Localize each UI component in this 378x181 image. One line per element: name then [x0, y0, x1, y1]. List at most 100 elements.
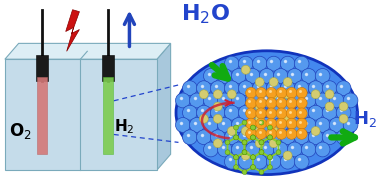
Circle shape — [259, 140, 264, 145]
Circle shape — [214, 139, 222, 148]
Circle shape — [276, 128, 287, 139]
Circle shape — [286, 128, 297, 139]
Circle shape — [294, 105, 309, 120]
Circle shape — [234, 155, 239, 160]
Circle shape — [322, 81, 337, 96]
Circle shape — [183, 130, 197, 145]
Circle shape — [200, 114, 208, 123]
Circle shape — [296, 98, 307, 109]
Circle shape — [242, 150, 247, 155]
Circle shape — [343, 93, 358, 108]
Circle shape — [234, 165, 239, 170]
Circle shape — [225, 130, 239, 145]
Circle shape — [266, 154, 281, 169]
Circle shape — [225, 81, 239, 96]
Circle shape — [286, 108, 297, 119]
Circle shape — [251, 135, 256, 140]
Circle shape — [228, 90, 236, 99]
Circle shape — [259, 117, 274, 132]
Circle shape — [217, 142, 232, 157]
Circle shape — [266, 130, 281, 145]
Circle shape — [280, 130, 295, 145]
Circle shape — [276, 118, 287, 129]
Circle shape — [251, 165, 256, 170]
Circle shape — [242, 150, 247, 155]
Circle shape — [276, 98, 287, 109]
Circle shape — [241, 127, 250, 136]
Circle shape — [251, 155, 256, 160]
Circle shape — [225, 140, 230, 145]
Circle shape — [329, 93, 344, 108]
Circle shape — [246, 108, 256, 119]
Circle shape — [197, 105, 211, 120]
Circle shape — [286, 98, 297, 109]
Circle shape — [336, 81, 351, 96]
Circle shape — [231, 68, 246, 83]
Circle shape — [189, 93, 204, 108]
Circle shape — [245, 68, 260, 83]
Polygon shape — [66, 10, 79, 51]
Circle shape — [276, 87, 287, 98]
Circle shape — [256, 128, 266, 139]
Circle shape — [211, 130, 225, 145]
Circle shape — [280, 154, 295, 169]
Circle shape — [268, 125, 273, 130]
Circle shape — [273, 142, 288, 157]
Circle shape — [234, 135, 239, 140]
Circle shape — [266, 108, 277, 119]
Circle shape — [255, 77, 264, 87]
Circle shape — [231, 142, 246, 157]
Circle shape — [273, 117, 288, 132]
Circle shape — [268, 135, 273, 140]
Circle shape — [315, 68, 330, 83]
Circle shape — [242, 140, 247, 145]
Circle shape — [280, 81, 295, 96]
Circle shape — [259, 93, 274, 108]
Circle shape — [203, 93, 218, 108]
Circle shape — [197, 130, 211, 145]
Circle shape — [266, 118, 277, 129]
Circle shape — [246, 87, 256, 98]
Circle shape — [225, 154, 239, 169]
Text: H$_2$: H$_2$ — [114, 117, 135, 136]
Circle shape — [239, 130, 253, 145]
Circle shape — [251, 155, 256, 160]
Polygon shape — [157, 43, 170, 170]
Circle shape — [294, 130, 309, 145]
Circle shape — [266, 56, 281, 71]
Circle shape — [255, 139, 264, 148]
Circle shape — [251, 165, 256, 170]
Circle shape — [259, 140, 264, 145]
Circle shape — [241, 65, 250, 74]
Circle shape — [175, 93, 190, 108]
Circle shape — [273, 68, 288, 83]
Circle shape — [268, 165, 273, 170]
Circle shape — [276, 108, 287, 119]
Circle shape — [336, 105, 351, 120]
Circle shape — [287, 93, 302, 108]
Circle shape — [322, 130, 337, 145]
Circle shape — [259, 68, 274, 83]
Circle shape — [259, 150, 264, 155]
Circle shape — [259, 140, 264, 145]
Circle shape — [189, 117, 204, 132]
Circle shape — [283, 90, 292, 99]
Circle shape — [239, 105, 253, 120]
Circle shape — [183, 81, 197, 96]
Circle shape — [251, 125, 256, 130]
Circle shape — [269, 77, 278, 87]
Circle shape — [269, 127, 278, 136]
Circle shape — [253, 56, 267, 71]
Polygon shape — [103, 77, 113, 154]
Circle shape — [234, 135, 239, 140]
Polygon shape — [37, 77, 47, 154]
Circle shape — [294, 56, 309, 71]
Circle shape — [255, 102, 264, 111]
Circle shape — [256, 98, 266, 109]
Circle shape — [217, 93, 232, 108]
Circle shape — [339, 102, 348, 111]
Circle shape — [214, 114, 222, 123]
Circle shape — [255, 127, 264, 136]
Circle shape — [251, 135, 256, 140]
Circle shape — [283, 77, 292, 87]
